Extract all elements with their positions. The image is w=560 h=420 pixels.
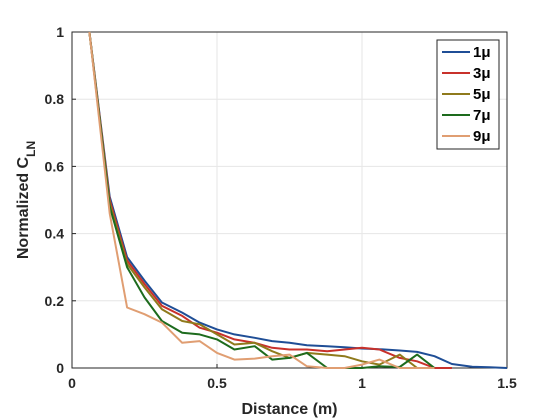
legend-label: 1μ <box>473 44 491 61</box>
y-tick-label: 1 <box>56 24 64 40</box>
legend-label: 7μ <box>473 107 491 124</box>
x-tick-label: 1 <box>358 375 366 391</box>
y-axis-title-subscript: LN <box>24 141 38 157</box>
series-lines <box>88 31 508 369</box>
series-line-1mu <box>88 31 508 369</box>
legend-label: 5μ <box>473 86 491 103</box>
y-tick-label: 0.4 <box>45 226 65 242</box>
series-line-5mu <box>88 31 435 369</box>
y-axis-title-main: Normalized C <box>15 156 32 259</box>
plot-frame <box>71 31 508 369</box>
series-line-7mu <box>88 31 436 369</box>
legend: 1μ 3μ 5μ 7μ 9μ <box>436 39 500 150</box>
legend-label: 9μ <box>473 128 491 145</box>
y-tick-label: 0.6 <box>45 158 65 174</box>
x-tick-label: 0.5 <box>207 375 227 391</box>
y-axis-title: Normalized CLN <box>15 141 38 259</box>
y-tick-label: 0 <box>56 360 64 376</box>
x-tick-label: 1.5 <box>497 375 517 391</box>
series-line-3mu <box>88 31 452 369</box>
y-tick-label: 0.2 <box>45 293 65 309</box>
axis-ticks: 0 0.5 1 1.5 0 0.2 0.4 0.6 0.8 1 <box>45 24 517 391</box>
legend-label: 3μ <box>473 65 491 82</box>
series-line-9mu <box>88 31 435 369</box>
x-tick-label: 0 <box>68 375 76 391</box>
x-axis-title: Distance (m) <box>241 401 337 418</box>
y-tick-label: 0.8 <box>45 91 65 107</box>
